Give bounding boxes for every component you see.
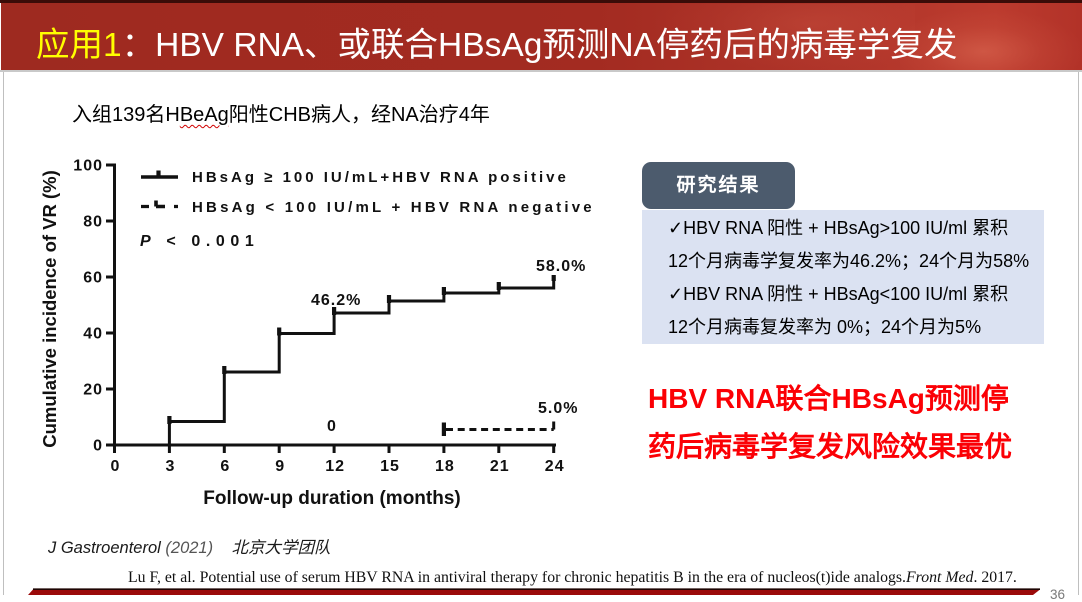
svg-text:80: 80 <box>83 214 103 231</box>
svg-text:46.2%: 46.2% <box>311 292 361 309</box>
svg-text:HBsAg ≥ 100 IU/mL+HBV RNA posi: HBsAg ≥ 100 IU/mL+HBV RNA positive <box>192 169 569 186</box>
svg-text:12: 12 <box>325 458 345 475</box>
svg-text:Follow-up duration (months): Follow-up duration (months) <box>203 488 461 509</box>
svg-text:0: 0 <box>327 418 336 435</box>
svg-text:9: 9 <box>275 458 285 475</box>
svg-text:3: 3 <box>165 458 175 475</box>
svg-text:18: 18 <box>435 458 455 475</box>
svg-text:15: 15 <box>380 458 400 475</box>
svg-text:5.0%: 5.0% <box>538 400 578 417</box>
svg-text:6: 6 <box>220 458 230 475</box>
svg-text:60: 60 <box>83 270 103 287</box>
svg-text:58.0%: 58.0% <box>536 258 586 275</box>
svg-text:40: 40 <box>83 326 103 343</box>
svg-text:HBsAg < 100 IU/mL + HBV RNA ne: HBsAg < 100 IU/mL + HBV RNA negative <box>192 199 595 216</box>
svg-text:P < 0.001: P < 0.001 <box>140 233 259 250</box>
svg-text:Cumulative incidence of VR (%): Cumulative incidence of VR (%) <box>39 170 60 448</box>
svg-text:0: 0 <box>93 438 103 455</box>
svg-text:24: 24 <box>545 458 565 475</box>
svg-text:20: 20 <box>83 382 103 399</box>
svg-text:21: 21 <box>490 458 510 475</box>
svg-text:0: 0 <box>111 458 121 475</box>
svg-text:100: 100 <box>73 158 103 175</box>
